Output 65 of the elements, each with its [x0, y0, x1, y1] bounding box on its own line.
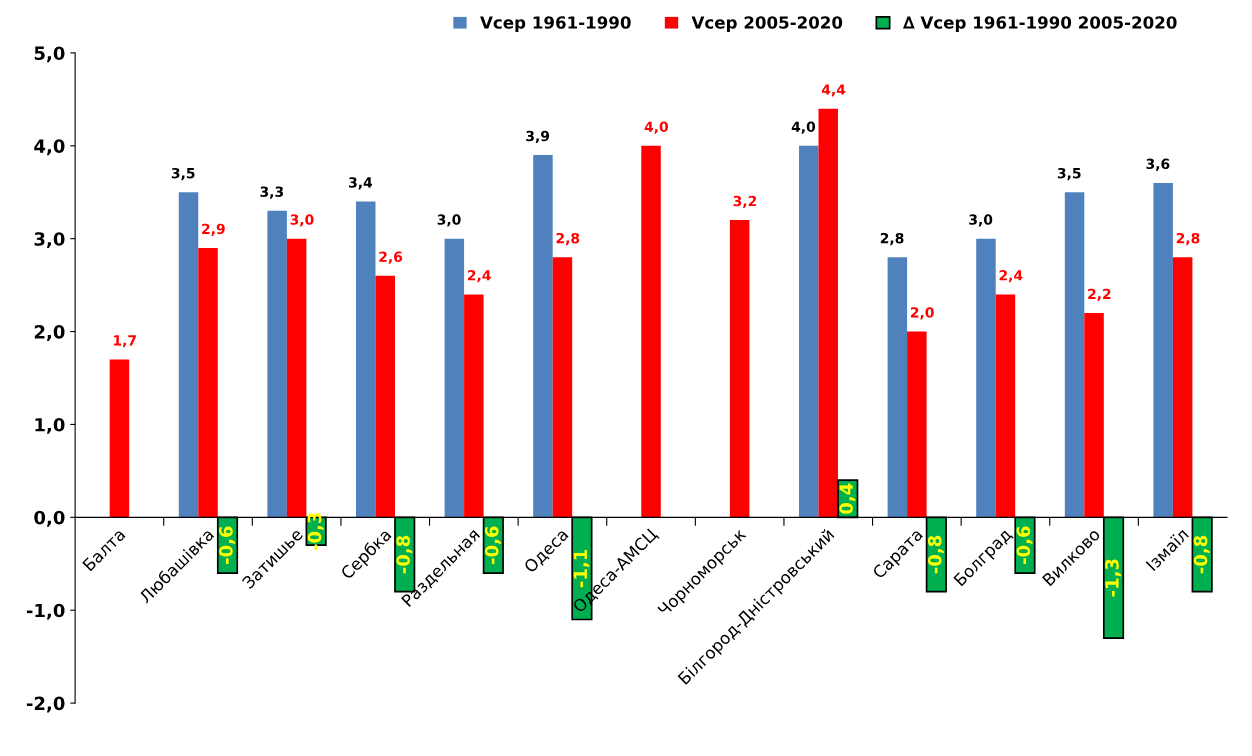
data-label: -0,6 — [1016, 526, 1033, 564]
data-label: 3,2 — [733, 195, 757, 209]
data-label: 3,6 — [1146, 158, 1170, 171]
bar — [464, 294, 484, 518]
bar — [1084, 312, 1104, 518]
data-label: 2,6 — [379, 251, 403, 264]
bar — [995, 294, 1016, 518]
data-label: 3,4 — [349, 177, 373, 190]
data-label: 3,0 — [290, 214, 314, 227]
bar — [355, 201, 376, 518]
y-tick-label: 3,0 — [34, 232, 65, 249]
bar — [375, 275, 395, 518]
bar — [533, 155, 553, 518]
data-label: 0,4 — [839, 483, 856, 514]
bar — [198, 247, 218, 518]
y-tick-label: 2,0 — [34, 325, 65, 341]
y-tick-label: 5,0 — [34, 46, 65, 63]
data-label: 2,4 — [999, 270, 1023, 283]
data-label: 1,7 — [114, 335, 136, 348]
y-tick-label: 1,0 — [35, 417, 65, 434]
bar — [109, 359, 130, 518]
bar — [729, 220, 750, 518]
data-label: -0,6 — [484, 526, 501, 564]
data-label: 2,0 — [910, 307, 934, 320]
bar — [444, 238, 465, 518]
legend-label: Vсер 1961-1990 — [480, 16, 631, 33]
bar — [1153, 182, 1173, 518]
bar — [178, 192, 199, 518]
bar — [641, 145, 661, 518]
data-label: 3,5 — [1057, 167, 1081, 181]
bar — [552, 257, 573, 518]
bar — [907, 331, 927, 518]
bar — [818, 108, 838, 518]
data-label: -0,6 — [219, 526, 236, 564]
bar — [976, 238, 996, 518]
data-label: -0,8 — [1193, 535, 1210, 574]
data-label: 4,0 — [644, 121, 668, 134]
data-label: 3,0 — [969, 214, 993, 227]
legend-label: ∆ Vсер 1961-1990 2005-2020 — [903, 16, 1177, 33]
bar — [799, 145, 819, 518]
bar — [286, 238, 307, 518]
data-label: 2,4 — [467, 270, 491, 283]
data-label: -0,8 — [927, 535, 944, 574]
bar — [887, 257, 908, 518]
data-label: 2,8 — [556, 232, 580, 246]
legend-label: Vсер 2005-2020 — [691, 16, 843, 33]
bar — [267, 210, 287, 518]
data-label: 3,9 — [526, 130, 550, 144]
data-label: 2,8 — [880, 232, 904, 246]
data-label: 3,5 — [171, 167, 195, 181]
data-label: 4,4 — [821, 84, 846, 97]
y-tick-label: 4,0 — [34, 139, 65, 156]
data-label: 3,3 — [260, 186, 284, 199]
data-label: -0,3 — [307, 512, 324, 551]
y-tick-label: -1,0 — [26, 603, 65, 620]
bar — [1064, 192, 1085, 518]
data-label: 4,0 — [791, 121, 816, 134]
data-label: 2,9 — [202, 223, 225, 236]
data-label: 3,0 — [437, 214, 461, 227]
y-tick-label: -2,0 — [26, 696, 65, 713]
bar — [1172, 257, 1193, 518]
data-label: 2,8 — [1176, 232, 1200, 246]
y-tick-label: 0,0 — [34, 510, 65, 527]
data-label: -1,3 — [1105, 559, 1122, 597]
data-label: 2,2 — [1088, 288, 1111, 301]
